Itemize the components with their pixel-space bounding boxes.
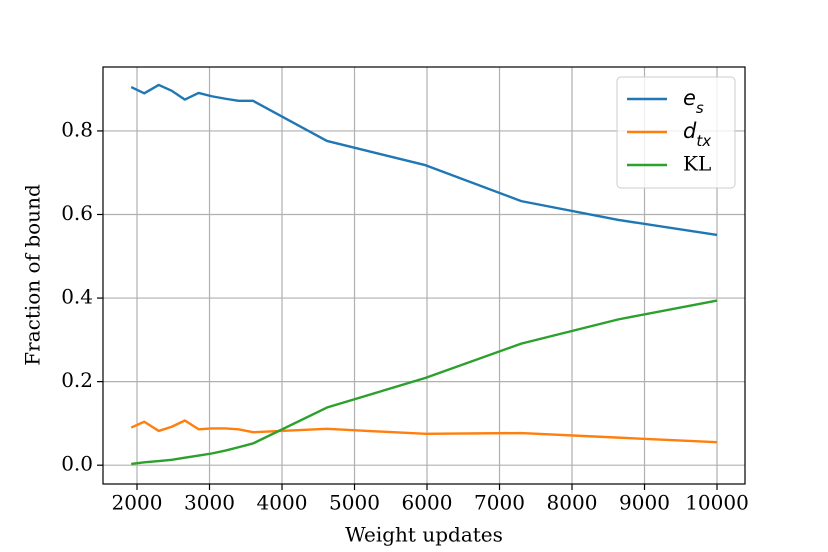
x-tick-label: 6000 <box>402 491 453 515</box>
x-tick-label: 4000 <box>257 491 308 515</box>
y-tick-label: 0.2 <box>61 368 93 392</box>
x-tick-label: 3000 <box>184 491 235 515</box>
legend-box <box>616 76 736 189</box>
x-axis-label: Weight updates <box>345 523 503 547</box>
y-tick-label: 0.4 <box>61 285 93 309</box>
legend-label: KL <box>683 152 711 176</box>
data-line <box>130 419 718 444</box>
x-tick-label: 2000 <box>112 491 163 515</box>
x-tick-label: 9000 <box>619 491 670 515</box>
data-line <box>130 83 718 237</box>
x-tick-label: 7000 <box>474 491 525 515</box>
x-tick-label: 5000 <box>329 491 380 515</box>
y-axis-label: Fraction of bound <box>21 184 45 366</box>
data-line <box>131 299 718 466</box>
plot-frame <box>102 66 746 485</box>
y-tick-label: 0.6 <box>61 201 93 225</box>
y-tick-label: 0.8 <box>61 117 93 141</box>
x-tick-label: 8000 <box>547 491 598 515</box>
x-tick-label: 10000 <box>685 491 749 515</box>
y-tick-label: 0.0 <box>61 452 93 476</box>
